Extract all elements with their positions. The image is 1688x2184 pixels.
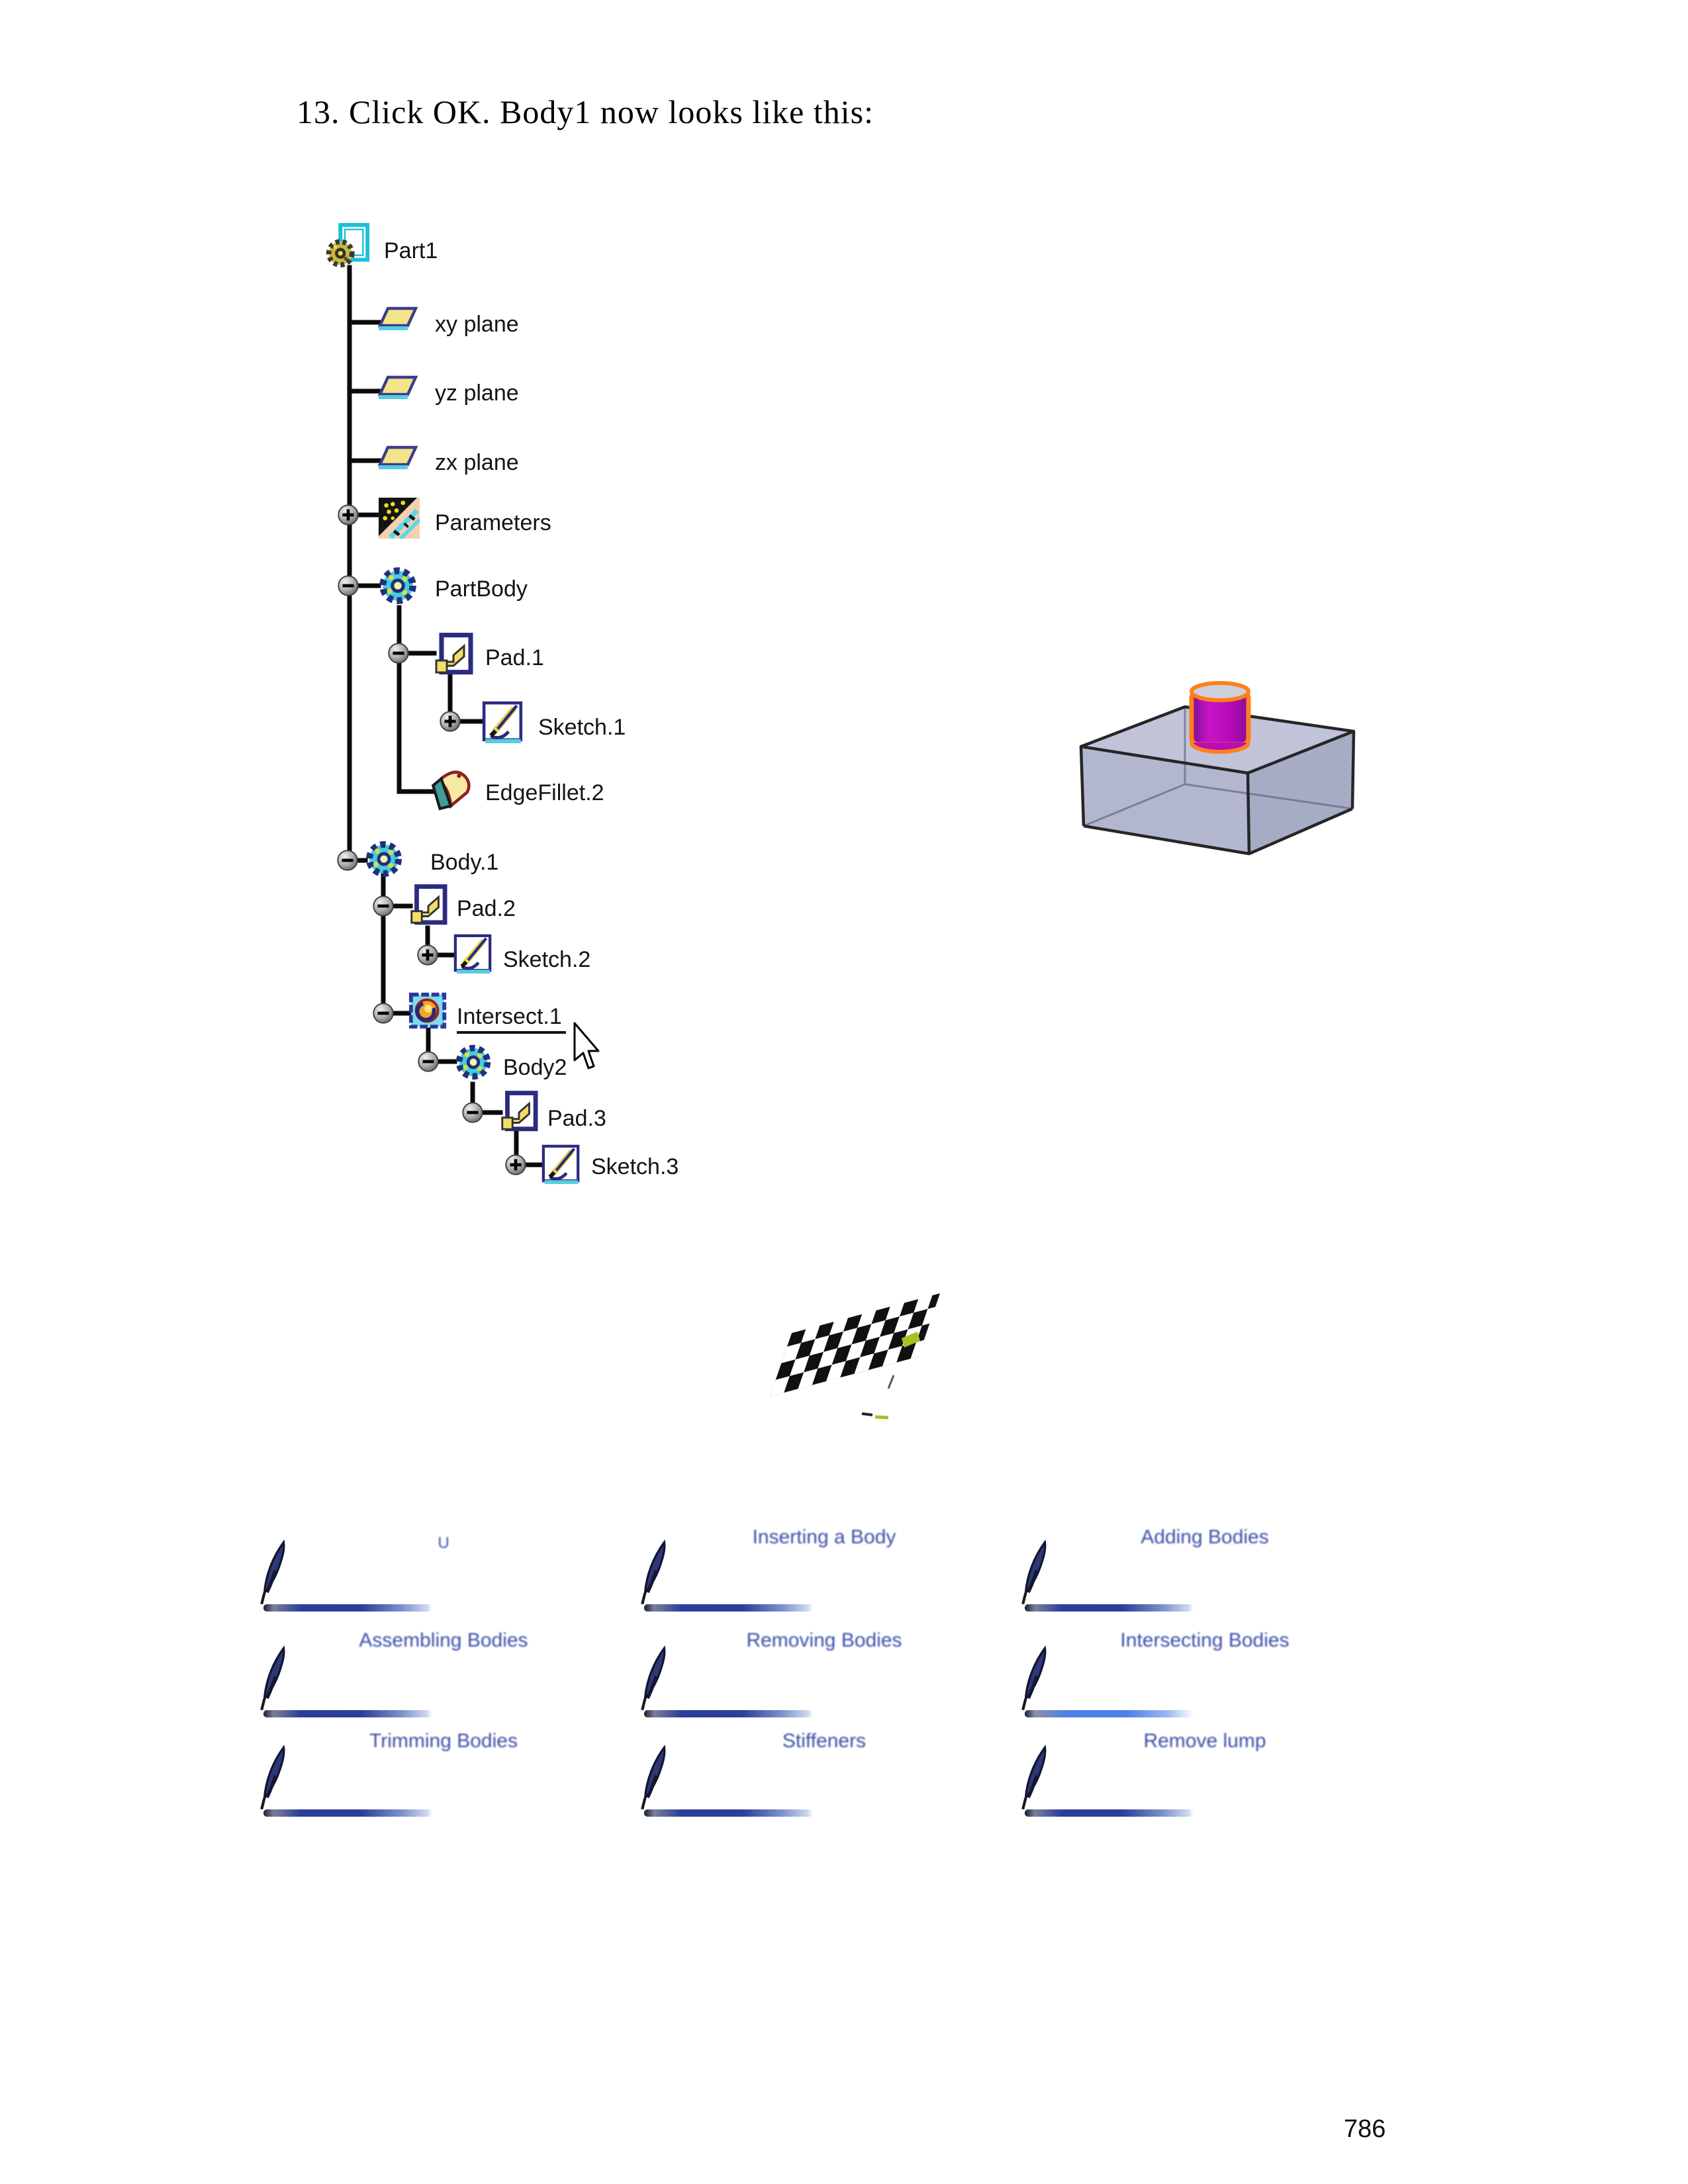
link-underline-active[interactable] <box>1025 1710 1194 1717</box>
tree-node-intersect1: Intersect.1 <box>457 1004 566 1034</box>
tree-node-sketch3: Sketch.3 <box>591 1154 679 1179</box>
link-underline[interactable] <box>1025 1604 1194 1612</box>
link-underline[interactable] <box>644 1809 813 1817</box>
quill-icon <box>641 1539 671 1608</box>
cylinder-pad <box>1189 681 1251 754</box>
tree-node-zx-plane: zx plane <box>435 450 519 475</box>
body-gear-icon <box>451 1040 495 1084</box>
link-underline[interactable] <box>263 1710 432 1717</box>
checkered-flag-graphic <box>770 1293 941 1420</box>
intersect-icon <box>408 990 449 1031</box>
quill-icon <box>1021 1745 1052 1813</box>
sketch-icon <box>453 933 494 974</box>
tree-node-part1: Part1 <box>384 238 438 263</box>
expander-plus-icon <box>503 1152 528 1177</box>
expander-minus-icon <box>336 573 361 598</box>
tree-node-edgefillet2: EdgeFillet.2 <box>485 780 604 805</box>
quill-icon <box>260 1745 291 1813</box>
pad-icon <box>497 1091 538 1134</box>
parameters-icon <box>379 498 420 539</box>
page-number: 786 <box>1344 2115 1386 2143</box>
expander-minus-icon <box>460 1100 485 1125</box>
quill-icon <box>641 1645 671 1714</box>
link-unknown[interactable]: U <box>438 1534 449 1552</box>
page-title: 13. Click OK. Body1 now looks like this: <box>297 93 874 130</box>
link-underline[interactable] <box>1025 1809 1194 1817</box>
link-trimming-bodies[interactable]: Trimming Bodies <box>369 1730 518 1752</box>
quill-icon <box>1021 1539 1052 1608</box>
tree-node-sketch1: Sketch.1 <box>538 715 626 740</box>
sketch-icon <box>481 700 525 744</box>
link-underline[interactable] <box>263 1809 432 1817</box>
part-icon <box>323 222 371 271</box>
expander-minus-icon <box>416 1049 441 1074</box>
sketch-icon <box>541 1144 582 1185</box>
quill-icon <box>641 1745 671 1813</box>
body-gear-icon <box>361 837 406 882</box>
tree-node-body1: Body.1 <box>430 850 499 875</box>
body-gear-icon <box>375 563 421 609</box>
link-underline[interactable] <box>644 1710 813 1717</box>
link-remove-lump[interactable]: Remove lump <box>1143 1730 1266 1752</box>
tree-node-xy-plane: xy plane <box>435 312 519 337</box>
tree-node-yz-plane: yz plane <box>435 381 519 406</box>
expander-minus-icon <box>335 848 360 873</box>
plane-icon <box>377 373 420 402</box>
link-underline[interactable] <box>263 1604 432 1612</box>
link-assembling-bodies[interactable]: Assembling Bodies <box>359 1629 528 1651</box>
plane-icon <box>377 304 420 334</box>
tree-node-pad1: Pad.1 <box>485 645 544 670</box>
expander-minus-icon <box>371 893 396 919</box>
quill-icon <box>1021 1645 1052 1714</box>
expander-minus-icon <box>371 1001 396 1026</box>
tree-node-parameters: Parameters <box>435 510 551 535</box>
link-adding-bodies[interactable]: Adding Bodies <box>1141 1526 1269 1548</box>
expander-plus-icon <box>438 709 463 734</box>
tree-node-pad2: Pad.2 <box>457 896 516 921</box>
expander-minus-icon <box>386 641 411 666</box>
pad-icon <box>406 884 447 928</box>
tree-node-pad3: Pad.3 <box>547 1106 606 1131</box>
tree-node-sketch2: Sketch.2 <box>503 947 591 972</box>
plane-icon <box>377 443 420 473</box>
expander-plus-icon <box>336 502 361 527</box>
link-stiffeners[interactable]: Stiffeners <box>782 1730 867 1752</box>
3d-model-view <box>1079 681 1356 856</box>
edge-fillet-icon <box>428 765 473 811</box>
link-inserting-a-body[interactable]: Inserting a Body <box>752 1526 896 1548</box>
pad-icon <box>431 633 473 678</box>
tree-node-body2: Body2 <box>503 1055 567 1080</box>
quill-icon <box>260 1645 291 1714</box>
mouse-cursor-icon <box>573 1022 600 1069</box>
expander-plus-icon <box>415 942 440 968</box>
link-intersecting-bodies[interactable]: Intersecting Bodies <box>1120 1629 1289 1651</box>
link-underline[interactable] <box>644 1604 813 1612</box>
tree-node-partbody: PartBody <box>435 576 528 602</box>
link-removing-bodies[interactable]: Removing Bodies <box>746 1629 902 1651</box>
